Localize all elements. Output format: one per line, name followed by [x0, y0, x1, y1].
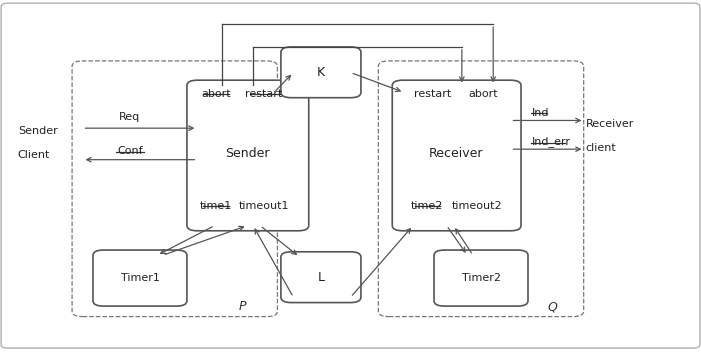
- Text: Sender: Sender: [225, 147, 270, 160]
- Text: time2: time2: [411, 201, 443, 211]
- Text: abort: abort: [468, 89, 498, 99]
- Text: timeout2: timeout2: [452, 201, 503, 211]
- FancyBboxPatch shape: [1, 3, 700, 348]
- FancyBboxPatch shape: [434, 250, 528, 306]
- FancyBboxPatch shape: [187, 80, 308, 231]
- Text: time1: time1: [199, 201, 231, 211]
- Text: Receiver: Receiver: [586, 119, 634, 129]
- Text: Timer1: Timer1: [121, 273, 159, 283]
- Text: Req: Req: [119, 112, 140, 122]
- FancyBboxPatch shape: [379, 61, 584, 317]
- FancyBboxPatch shape: [93, 250, 187, 306]
- Text: Client: Client: [18, 150, 50, 160]
- FancyBboxPatch shape: [281, 47, 361, 98]
- FancyBboxPatch shape: [72, 61, 278, 317]
- Text: Conf: Conf: [117, 146, 143, 156]
- Text: timeout1: timeout1: [239, 201, 290, 211]
- Text: Ind_err: Ind_err: [531, 136, 571, 147]
- Text: Ind: Ind: [531, 108, 549, 118]
- Text: Receiver: Receiver: [429, 147, 484, 160]
- FancyBboxPatch shape: [393, 80, 521, 231]
- Text: restart: restart: [245, 89, 282, 99]
- Text: restart: restart: [414, 89, 451, 99]
- Text: abort: abort: [201, 89, 231, 99]
- Text: Sender: Sender: [18, 126, 57, 136]
- Text: P: P: [239, 300, 246, 313]
- Text: L: L: [318, 271, 325, 284]
- Text: K: K: [317, 66, 325, 79]
- Text: client: client: [586, 143, 616, 154]
- Text: Timer2: Timer2: [461, 273, 501, 283]
- FancyBboxPatch shape: [281, 252, 361, 303]
- Text: Q: Q: [547, 300, 557, 313]
